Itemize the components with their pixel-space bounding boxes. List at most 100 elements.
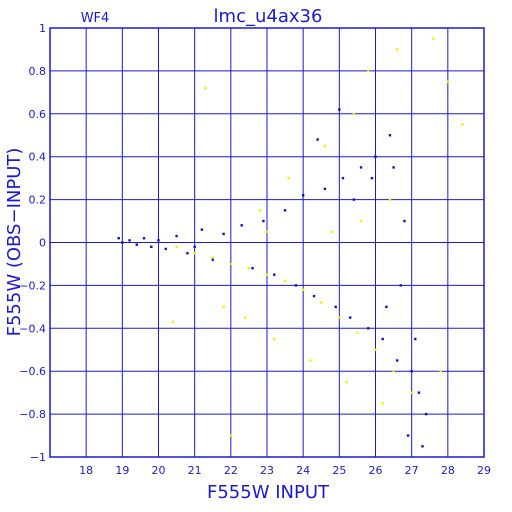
yellow-data-point (265, 273, 269, 276)
blue-data-point (251, 267, 254, 270)
yellow-data-point (244, 316, 247, 319)
blue-data-point (142, 237, 146, 240)
y-tick-label: −0.8 (19, 408, 46, 421)
blue-data-point (135, 243, 138, 246)
blue-data-point (193, 245, 196, 248)
blue-data-point (359, 166, 363, 169)
blue-data-point (406, 434, 410, 437)
blue-data-point (385, 305, 388, 309)
y-tick-label: −0.4 (19, 322, 46, 335)
x-tick-label: 27 (405, 464, 419, 477)
yellow-data-point (229, 434, 233, 437)
yellow-data-point (247, 267, 251, 270)
series-blue (117, 108, 428, 448)
yellow-data-point (381, 402, 384, 405)
plot-frame (49, 27, 485, 458)
x-axis-title: F555W INPUT (207, 482, 330, 503)
yellow-data-point (410, 391, 413, 394)
yellow-data-point (283, 279, 287, 283)
y-tick-label: 0.4 (29, 151, 47, 164)
y-tick-label: 0 (39, 237, 46, 250)
blue-data-point (283, 209, 287, 212)
blue-data-point (117, 237, 120, 240)
yellow-data-point (229, 262, 233, 266)
blue-data-point (367, 327, 370, 330)
yellow-data-point (265, 230, 269, 233)
y-axis-title: F555W (OBS−INPUT) (4, 148, 25, 337)
yellow-data-point (345, 380, 348, 384)
x-tick-label: 29 (477, 464, 491, 477)
yellow-data-point (175, 245, 178, 248)
blue-data-point (164, 247, 167, 251)
yellow-data-point (320, 301, 323, 304)
blue-data-point (150, 245, 153, 248)
panel-label: WF4 (81, 11, 110, 26)
blue-data-point (262, 219, 265, 223)
blue-data-point (421, 445, 424, 448)
blue-data-point (128, 239, 131, 242)
yellow-data-point (392, 370, 395, 373)
yellow-data-point (222, 305, 225, 309)
blue-data-point (348, 316, 352, 319)
blue-data-point (211, 258, 214, 261)
y-tick-label: −0.6 (19, 365, 46, 378)
blue-data-point (414, 337, 417, 341)
blue-data-point (334, 305, 337, 309)
y-tick-labels: −1 −0.8 −0.6 −0.4 −0.2 0 0.2 0.4 0.6 0.8 1 (19, 22, 46, 464)
blue-data-point (417, 391, 421, 394)
x-tick-label: 21 (188, 464, 202, 477)
y-tick-label: −1 (30, 451, 46, 464)
x-tick-label: 25 (332, 464, 346, 477)
blue-data-point (396, 359, 399, 362)
blue-data-point (312, 294, 316, 298)
y-tick-label: −0.2 (19, 279, 46, 292)
blue-data-point (410, 370, 413, 373)
blue-data-point (273, 273, 276, 276)
blue-data-point (352, 198, 355, 201)
yellow-data-point (258, 209, 261, 212)
x-tick-label: 24 (296, 464, 310, 477)
y-tick-label: 0.2 (29, 194, 47, 207)
yellow-data-point (330, 230, 334, 233)
series-yellow (171, 37, 464, 437)
yellow-data-point (204, 86, 207, 90)
blue-data-point (341, 176, 345, 180)
blue-data-point (316, 138, 319, 141)
yellow-data-point (211, 256, 214, 259)
yellow-data-point (171, 320, 175, 324)
x-tick-label: 18 (79, 464, 93, 477)
blue-data-point (403, 219, 406, 223)
blue-data-point (323, 187, 327, 191)
yellow-data-point (446, 80, 450, 83)
yellow-data-point (396, 48, 399, 51)
yellow-data-point (374, 348, 377, 351)
x-tick-label: 19 (115, 464, 129, 477)
y-tick-label: 0.8 (29, 65, 47, 78)
yellow-data-point (323, 144, 327, 148)
blue-data-point (157, 239, 160, 242)
blue-data-point (222, 232, 225, 236)
yellow-data-point (359, 219, 363, 223)
blue-data-point (399, 284, 403, 287)
blue-data-point (175, 234, 178, 238)
yellow-data-point (273, 337, 276, 341)
chart-title: lmc_u4ax36 (214, 6, 323, 27)
yellow-data-point (367, 69, 370, 73)
blue-data-point (338, 108, 341, 111)
yellow-data-point (338, 316, 341, 319)
yellow-data-point (287, 176, 290, 180)
blue-data-point (240, 224, 243, 227)
x-tick-label: 20 (152, 464, 166, 477)
blue-data-point (200, 228, 204, 231)
yellow-data-point (356, 331, 359, 334)
x-tick-labels: 18 19 20 21 22 23 24 25 26 27 28 29 (79, 464, 491, 477)
blue-data-point (121, 241, 124, 244)
yellow-data-point (439, 370, 442, 373)
yellow-data-point (352, 112, 355, 115)
yellow-data-point (301, 288, 305, 291)
yellow-data-point (309, 359, 312, 362)
blue-data-point (374, 155, 377, 158)
yellow-data-point (461, 123, 464, 126)
yellow-data-point (432, 37, 435, 40)
